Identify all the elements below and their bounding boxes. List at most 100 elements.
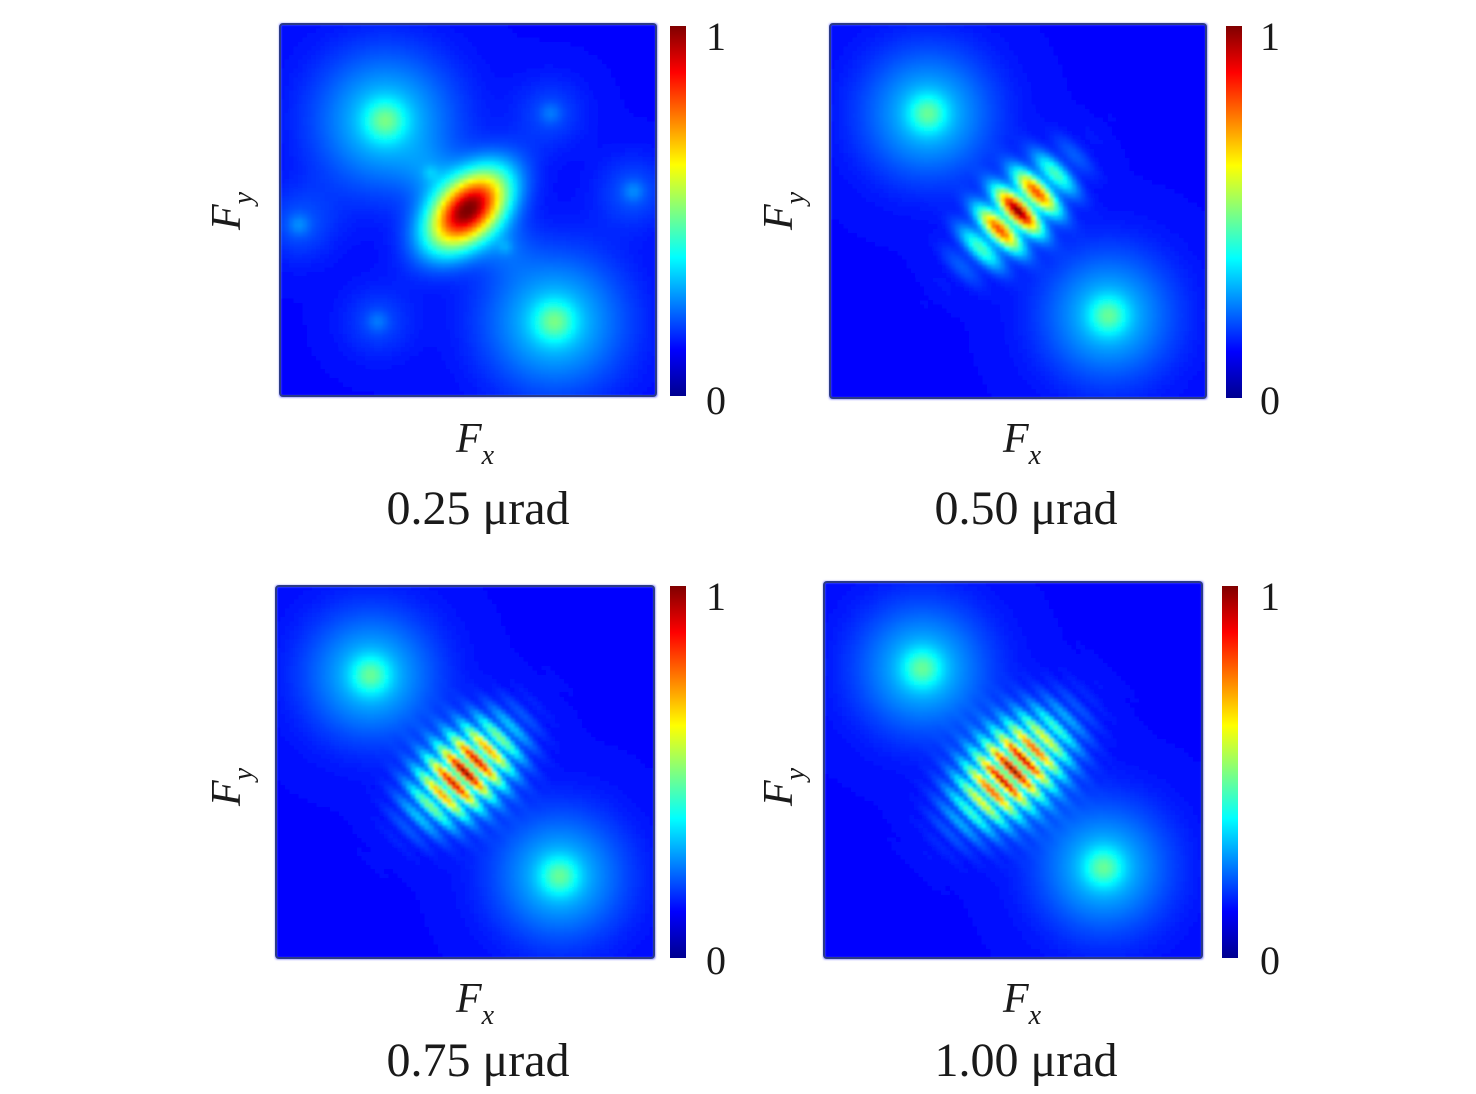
heatmap-cell	[307, 86, 312, 91]
heatmap-cell	[392, 254, 397, 259]
heatmap-cell	[370, 77, 375, 82]
heatmap-cell	[535, 157, 540, 162]
heatmap-cell	[634, 183, 639, 188]
heatmap-cell	[566, 201, 571, 206]
heatmap-cell	[575, 37, 580, 42]
heatmap-cell	[575, 55, 580, 60]
heatmap-cell	[450, 183, 455, 188]
heatmap-cell	[513, 254, 518, 259]
heatmap-cell	[522, 210, 527, 215]
heatmap-cell	[647, 42, 652, 47]
heatmap-cell	[490, 117, 495, 122]
heatmap-cell	[374, 113, 379, 118]
heatmap-cell	[392, 33, 397, 38]
heatmap-cell	[325, 210, 330, 215]
heatmap-cell	[504, 175, 509, 180]
heatmap-cell	[446, 139, 451, 144]
heatmap-cell	[370, 245, 375, 250]
heatmap-cell	[540, 192, 545, 197]
heatmap-cell	[307, 126, 312, 131]
heatmap-cell	[392, 263, 397, 268]
heatmap-cell	[531, 214, 536, 219]
heatmap-cell	[634, 272, 639, 277]
heatmap-cell	[611, 245, 616, 250]
heatmap-cell	[513, 152, 518, 157]
heatmap-cell	[302, 99, 307, 104]
heatmap-cell	[477, 152, 482, 157]
heatmap-cell	[343, 46, 348, 51]
heatmap-cell	[566, 37, 571, 42]
heatmap-cell	[566, 51, 571, 56]
heatmap-cell	[495, 272, 500, 277]
heatmap-cell	[352, 237, 357, 242]
heatmap-cell	[522, 121, 527, 126]
heatmap-cell	[396, 232, 401, 237]
heatmap-cell	[320, 183, 325, 188]
heatmap-cell	[347, 148, 352, 153]
heatmap-cell	[383, 170, 388, 175]
heatmap-cell	[307, 135, 312, 140]
heatmap-cell	[486, 117, 491, 122]
heatmap-cell	[495, 245, 500, 250]
heatmap-cell	[490, 77, 495, 82]
heatmap-cell	[365, 210, 370, 215]
heatmap-cell	[293, 46, 298, 51]
heatmap-cell	[593, 263, 598, 268]
heatmap-cell	[647, 241, 652, 246]
heatmap-cell	[526, 104, 531, 109]
heatmap-cell	[329, 214, 334, 219]
heatmap-cell	[468, 121, 473, 126]
heatmap-cell	[571, 108, 576, 113]
heatmap-cell	[392, 161, 397, 166]
heatmap-cell	[320, 104, 325, 109]
heatmap-cell	[593, 144, 598, 149]
heatmap-cell	[499, 272, 504, 277]
heatmap-cell	[580, 245, 585, 250]
heatmap-cell	[365, 237, 370, 242]
heatmap-cell	[540, 64, 545, 69]
heatmap-cell	[374, 108, 379, 113]
heatmap-cell	[535, 59, 540, 64]
heatmap-cell	[575, 73, 580, 78]
heatmap-cell	[284, 192, 289, 197]
heatmap-cell	[477, 68, 482, 73]
heatmap-cell	[437, 113, 442, 118]
heatmap-cell	[549, 241, 554, 246]
heatmap-cell	[620, 99, 625, 104]
heatmap-cell	[495, 68, 500, 73]
heatmap-cell	[423, 68, 428, 73]
heatmap-cell	[629, 77, 634, 82]
heatmap-cell	[307, 179, 312, 184]
heatmap-cell	[584, 28, 589, 33]
heatmap-cell	[361, 285, 366, 290]
heatmap-cell	[513, 161, 518, 166]
heatmap-cell	[562, 73, 567, 78]
heatmap-cell	[374, 55, 379, 60]
heatmap-cell	[553, 214, 558, 219]
heatmap-cell	[437, 51, 442, 56]
heatmap-cell	[575, 214, 580, 219]
heatmap-cell	[370, 228, 375, 233]
heatmap-cell	[526, 33, 531, 38]
heatmap-cell	[437, 272, 442, 277]
heatmap-cell	[419, 104, 424, 109]
heatmap-cell	[522, 51, 527, 56]
heatmap-cell	[356, 28, 361, 33]
heatmap-cell	[531, 37, 536, 42]
heatmap-cell	[289, 161, 294, 166]
heatmap-cell	[284, 117, 289, 122]
heatmap-cell	[620, 82, 625, 87]
heatmap-cell	[365, 59, 370, 64]
heatmap-cell	[553, 206, 558, 211]
heatmap-cell	[629, 113, 634, 118]
heatmap-cell	[432, 201, 437, 206]
heatmap-cell	[468, 73, 473, 78]
heatmap-cell	[347, 130, 352, 135]
heatmap-cell	[589, 210, 594, 215]
heatmap-cell	[437, 259, 442, 264]
heatmap-cell	[477, 95, 482, 100]
heatmap-cell	[616, 228, 621, 233]
heatmap-cell	[508, 117, 513, 122]
heatmap-cell	[338, 281, 343, 286]
heatmap-cell	[374, 121, 379, 126]
